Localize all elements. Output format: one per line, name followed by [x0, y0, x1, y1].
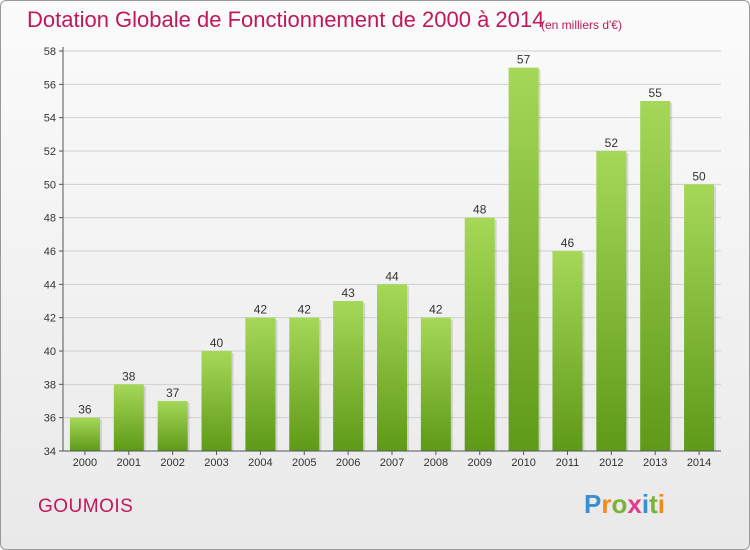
bar: [640, 101, 671, 451]
bar-value-label: 42: [429, 303, 443, 317]
chart-unit: (en milliers d'€): [541, 18, 622, 32]
labels: 34 36 38 40 42 44 46 48 50 52 54 56 58 36 2000 38 2001 37…: [44, 46, 712, 469]
x-tick-label: 2013: [643, 457, 667, 469]
commune-name: GOUMOIS: [38, 496, 134, 517]
y-tick-label: 44: [44, 279, 56, 291]
logo-letter: o: [611, 489, 628, 519]
y-tick-label: 46: [44, 246, 56, 258]
proxiti-logo: Proxiti: [584, 489, 665, 520]
y-tick-label: 48: [44, 213, 56, 225]
bar: [552, 251, 583, 451]
bar: [113, 384, 144, 451]
bar-value-label: 37: [166, 386, 180, 400]
bar: [420, 317, 451, 451]
x-tick-label: 2004: [248, 457, 272, 469]
bar-value-label: 40: [210, 336, 224, 350]
bar-value-label: 48: [473, 203, 487, 217]
bars: [69, 67, 717, 452]
bar: [289, 317, 320, 451]
x-tick-label: 2005: [292, 457, 316, 469]
x-tick-label: 2009: [467, 457, 491, 469]
chart-title: Dotation Globale de Fonctionnement de 20…: [27, 7, 545, 32]
bar: [201, 351, 232, 451]
x-tick-label: 2001: [117, 457, 141, 469]
x-tick-label: 2011: [556, 457, 580, 469]
y-tick-label: 42: [44, 313, 56, 325]
bar: [596, 151, 627, 451]
logo-letter: t: [649, 489, 658, 519]
y-tick-label: 56: [44, 79, 56, 91]
x-tick-label: 2012: [599, 457, 623, 469]
bar: [69, 417, 100, 451]
bar-value-label: 44: [385, 269, 399, 283]
x-tick-label: 2007: [380, 457, 404, 469]
y-tick-label: 40: [44, 346, 56, 358]
bar: [157, 401, 188, 451]
y-tick-label: 52: [44, 146, 56, 158]
x-tick-label: 2010: [511, 457, 535, 469]
x-tick-label: 2002: [160, 457, 184, 469]
bar: [684, 184, 715, 452]
logo-letter: P: [584, 489, 602, 519]
bar-value-label: 52: [605, 136, 619, 150]
bar-value-label: 42: [298, 303, 312, 317]
x-tick-label: 2014: [687, 457, 711, 469]
bar-value-label: 57: [517, 53, 531, 67]
y-tick-label: 50: [44, 179, 56, 191]
bar-value-label: 42: [254, 303, 268, 317]
x-tick-label: 2000: [73, 457, 97, 469]
bar-value-label: 46: [561, 236, 575, 250]
y-tick-label: 54: [44, 113, 56, 125]
bar-value-label: 55: [649, 86, 663, 100]
x-tick-label: 2006: [336, 457, 360, 469]
x-tick-label: 2003: [204, 457, 228, 469]
logo-letter: r: [601, 489, 612, 519]
bar: [245, 317, 276, 451]
bar: [333, 301, 364, 451]
logo-letter: i: [641, 489, 650, 519]
bar-value-label: 50: [692, 169, 706, 183]
bar-value-label: 43: [341, 286, 355, 300]
bar: [464, 217, 495, 451]
y-tick-label: 58: [44, 46, 56, 58]
bar-value-label: 38: [122, 369, 136, 383]
bar-value-label: 36: [78, 403, 92, 417]
logo-letter: x: [627, 489, 642, 519]
logo-letter: i: [657, 489, 665, 519]
bar: [377, 284, 407, 451]
y-tick-label: 34: [44, 446, 56, 458]
axes: [59, 47, 721, 455]
y-tick-label: 38: [44, 379, 56, 391]
x-tick-label: 2008: [424, 457, 448, 469]
bar: [508, 67, 539, 452]
y-tick-label: 36: [44, 413, 56, 425]
